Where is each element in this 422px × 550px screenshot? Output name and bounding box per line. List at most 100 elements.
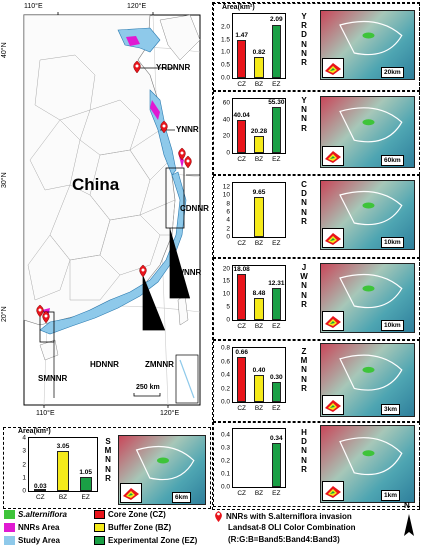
panel-ynnr	[213, 91, 420, 175]
y-tick-label: 10	[222, 191, 230, 199]
bar-ez	[79, 477, 92, 491]
bar-value-label: 0.40	[252, 367, 266, 374]
zone-inset	[322, 395, 344, 415]
reserve-vertical-label: YRDNNR	[301, 12, 307, 67]
x-category-label: EZ	[272, 81, 281, 88]
y-tick-label: 20	[222, 132, 230, 140]
y-tick-label: 1.5	[220, 36, 230, 44]
label-ynnr: YNNR	[176, 125, 199, 134]
bar-chart-zmnnr: 0.0 0.2 0.4 0.6 0.8 0.66 CZ 0.40 BZ 0.30 EZ	[221, 345, 286, 412]
bar-cz	[236, 40, 247, 78]
x-category-label: EZ	[272, 490, 281, 497]
bar-cz	[34, 489, 47, 491]
lon-label-110-top: 110°E	[24, 3, 43, 10]
x-category-label: BZ	[254, 240, 264, 247]
lon-label-120-top: 120°E	[127, 3, 147, 10]
y-tick-label: 2.0	[220, 23, 230, 31]
zone-inset	[322, 146, 344, 166]
panel-hdnnr	[213, 422, 420, 507]
y-tick-label: 3	[22, 447, 26, 455]
bar-chart-jwnnr: 0 5 10 15 20 18.08 CZ 8.48 BZ 12.31 EZ	[223, 265, 286, 330]
x-category-label: BZ	[254, 490, 264, 497]
y-tick-label: 0.4	[220, 431, 230, 439]
bar-ez	[271, 288, 282, 320]
reserve-vertical-label: ZMNNR	[300, 347, 308, 393]
y-tick-label: 15	[222, 277, 230, 285]
x-category-label: BZ	[254, 405, 264, 412]
zone-inset	[322, 311, 344, 331]
bar-value-label: 18.08	[233, 265, 250, 273]
bar-ez	[271, 24, 282, 78]
y-tick-label: 4	[226, 216, 230, 224]
x-category-label: CZ	[237, 240, 246, 247]
x-category-label: CZ	[237, 156, 246, 163]
y-tick-label: 8	[226, 200, 230, 208]
legend-nnr-invasion: NNRs with S.alterniflora invasion	[214, 510, 352, 522]
bar-value-label: 3.05	[56, 442, 70, 450]
bar-value-label: 12.31	[268, 280, 285, 288]
bar-value-label: 55.30	[268, 99, 285, 107]
reserve-vertical-label: SMNNR	[104, 437, 112, 483]
x-category-label: CZ	[237, 490, 246, 497]
y-tick-label: 5	[226, 303, 230, 311]
label-hdnnr: HDNNR	[90, 360, 119, 369]
label-smnnr: SMNNR	[38, 374, 68, 383]
pin-icon	[215, 511, 222, 522]
y-tick-label: 40	[222, 116, 230, 124]
bar-cz	[236, 119, 247, 153]
x-category-label: EZ	[272, 323, 281, 330]
bar-value-label: 40.04	[233, 111, 250, 119]
bar-chart-hdnnr: 0.0 0.1 0.2 0.3 0.4 CZ BZ 0.34 EZ	[221, 428, 286, 497]
y-tick-label: 4	[22, 434, 26, 442]
swatch-magenta-icon	[4, 523, 15, 532]
bar-value-label: 0.34	[270, 435, 283, 443]
legend-nnrs-area: NNRs Area	[4, 523, 60, 532]
y-tick-label: 0.6	[220, 358, 230, 365]
y-tick-label: 0	[22, 487, 26, 495]
y-tick-label: 1	[22, 474, 26, 482]
satellite-scale-label: 10km	[381, 320, 404, 331]
bar-chart-ynnr: 0 20 40 60 40.04 CZ 20.28 BZ 55.30 EZ	[223, 98, 286, 163]
satellite-scale-label: 60km	[381, 155, 404, 166]
bar-chart-smnnr: 0 1 2 3 4 0.03 CZ 3.05 BZ 1.05 EZ	[22, 435, 98, 501]
satellite-scale-label: 1km	[381, 490, 401, 501]
bar-value-label: 0.66	[235, 349, 248, 357]
x-category-label: EZ	[272, 156, 281, 163]
x-category-label: CZ	[237, 323, 246, 330]
y-tick-label: 0.0	[220, 398, 230, 406]
y-tick-label: 20	[222, 265, 230, 273]
x-category-label: EZ	[81, 494, 90, 501]
y-tick-label: 0.5	[220, 61, 230, 69]
x-category-label: CZ	[237, 81, 246, 88]
map-scale-label: 250 km	[136, 384, 160, 391]
bar-bz	[254, 196, 264, 237]
north-label: N	[404, 501, 410, 510]
bar-bz	[254, 298, 264, 320]
bar-value-label: 0.82	[252, 49, 266, 56]
y-tick-label: 0.8	[220, 344, 230, 352]
satellite-scale-label: 6km	[172, 492, 192, 503]
x-category-label: EZ	[272, 240, 281, 247]
lat-label-40: 40°N	[1, 42, 8, 58]
label-yrdnnr: YRDNNR	[156, 63, 191, 72]
bar-value-label: 1.47	[235, 32, 248, 40]
reserve-vertical-label: CDNNR	[301, 180, 307, 226]
bar-value-label: 8.48	[252, 290, 266, 298]
reserve-vertical-label: YNNR	[301, 96, 307, 133]
swatch-green-icon	[4, 510, 15, 519]
legend-buffer-zone: Buffer Zone (BZ)	[94, 523, 171, 532]
bar-cz	[236, 273, 247, 320]
china-map	[23, 12, 201, 408]
legend-study-area: Study Area	[4, 536, 60, 545]
swatch-yellow-icon	[94, 523, 105, 532]
y-tick-label: 0.2	[220, 385, 230, 392]
legend-core-zone: Core Zone (CZ)	[94, 510, 166, 519]
lon-label-110-bottom: 110°E	[36, 410, 55, 417]
x-category-label: BZ	[254, 323, 264, 330]
y-axis-unit-label: Area(km²)	[222, 4, 255, 11]
satellite-scale-label: 20km	[381, 67, 404, 78]
label-zmnnr: ZMNNR	[145, 360, 174, 369]
legend-landsat-2: (R:G:B=Band5:Band4:Band3)	[228, 535, 340, 544]
satellite-scale-label: 10km	[381, 237, 404, 248]
zone-inset	[322, 481, 344, 501]
